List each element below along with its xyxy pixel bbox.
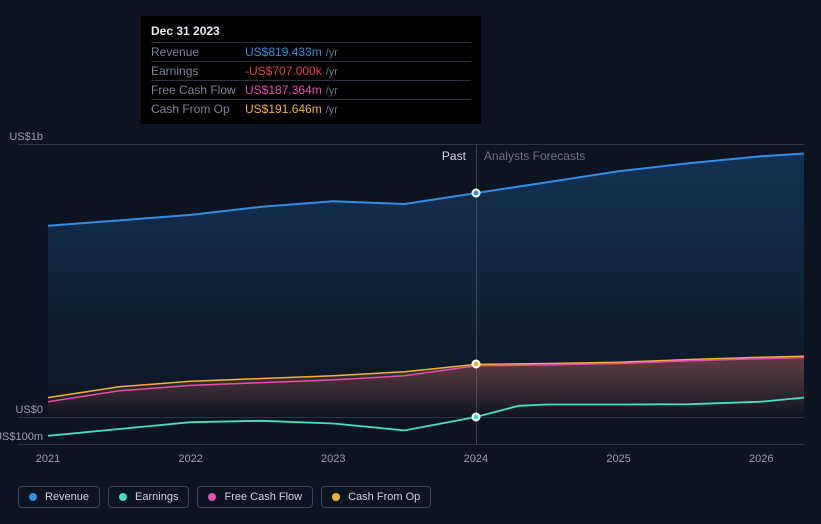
legend-label: Revenue <box>45 491 89 503</box>
legend-item-revenue[interactable]: Revenue <box>18 486 100 508</box>
tooltip-row: Free Cash Flow US$187.364m /yr <box>151 80 471 99</box>
marker-earnings <box>471 413 480 422</box>
tooltip-row-value: -US$707.000k <box>245 64 322 78</box>
tooltip-row: Cash From Op US$191.646m /yr <box>151 99 471 118</box>
legend-dot-icon <box>119 493 127 501</box>
tooltip-row: Revenue US$819.433m /yr <box>151 42 471 61</box>
legend: Revenue Earnings Free Cash Flow Cash Fro… <box>18 486 431 508</box>
tooltip-row-label: Free Cash Flow <box>151 83 245 97</box>
legend-item-free-cash-flow[interactable]: Free Cash Flow <box>197 486 313 508</box>
legend-dot-icon <box>332 493 340 501</box>
legend-item-earnings[interactable]: Earnings <box>108 486 189 508</box>
legend-label: Free Cash Flow <box>224 491 302 503</box>
marker-cash-from-op <box>471 360 480 369</box>
tooltip-row-unit: /yr <box>326 47 338 59</box>
tooltip-row: Earnings -US$707.000k /yr <box>151 61 471 80</box>
tooltip-row-unit: /yr <box>326 85 338 97</box>
tooltip-row-value: US$187.364m <box>245 83 322 97</box>
legend-item-cash-from-op[interactable]: Cash From Op <box>321 486 431 508</box>
tooltip-row-unit: /yr <box>326 104 338 116</box>
legend-label: Earnings <box>135 491 178 503</box>
tooltip-row-value: US$191.646m <box>245 102 322 116</box>
tooltip-row-unit: /yr <box>326 66 338 78</box>
tooltip-date: Dec 31 2023 <box>151 24 471 38</box>
legend-dot-icon <box>208 493 216 501</box>
tooltip-row-label: Cash From Op <box>151 102 245 116</box>
tooltip-row-value: US$819.433m <box>245 45 322 59</box>
marker-revenue <box>471 189 480 198</box>
legend-label: Cash From Op <box>348 491 420 503</box>
tooltip: Dec 31 2023 Revenue US$819.433m /yr Earn… <box>141 16 481 124</box>
tooltip-row-label: Revenue <box>151 45 245 59</box>
tooltip-row-label: Earnings <box>151 64 245 78</box>
legend-dot-icon <box>29 493 37 501</box>
